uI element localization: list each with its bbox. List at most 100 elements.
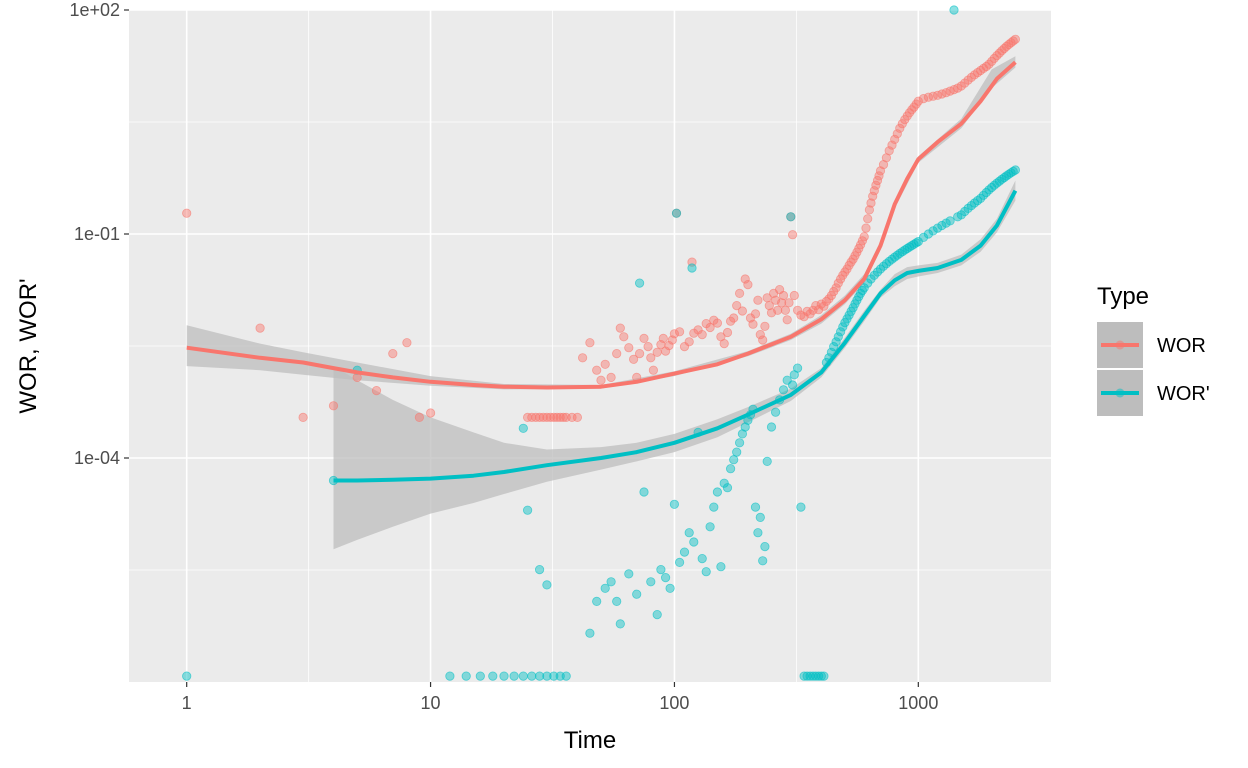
point-wor-prime: [969, 198, 980, 208]
point-wor-prime: [488, 671, 498, 681]
point-wor-prime: [766, 422, 777, 432]
point-wor-prime: [679, 547, 690, 557]
point-wor-prime: [624, 569, 634, 579]
legend-key-wor-prime-point: [1115, 388, 1125, 398]
point-wor-prime: [534, 564, 545, 575]
point-wor: [639, 333, 649, 343]
point-wor-prime: [831, 337, 841, 347]
point-wor: [813, 305, 824, 315]
point-wor: [861, 223, 871, 233]
point-wor: [753, 295, 763, 305]
point-wor-prime: [652, 609, 662, 620]
point-wor: [425, 408, 436, 418]
point-wor: [577, 353, 588, 363]
point-wor-prime: [665, 583, 675, 593]
point-wor: [831, 283, 841, 293]
point-wor: [722, 327, 733, 338]
point-wor-prime: [669, 499, 680, 509]
point-wor-prime: [729, 455, 739, 465]
point-wor-prime: [978, 190, 989, 200]
point-wor-prime: [709, 502, 719, 512]
point-wor-prime: [518, 423, 528, 433]
point-wor-prime: [674, 557, 685, 568]
x-tick-label: 1: [182, 693, 192, 713]
point-wor-prime: [585, 628, 595, 638]
point-wor: [646, 353, 656, 363]
point-wor: [712, 318, 723, 328]
point-wor-prime: [182, 671, 192, 681]
point-wor: [740, 274, 750, 284]
point-wor-prime: [542, 671, 552, 681]
point-wor-prime: [701, 567, 711, 577]
point-wor: [1010, 34, 1021, 44]
point-wor: [784, 298, 794, 308]
point-wor-prime: [758, 556, 768, 566]
point-wor: [778, 290, 789, 301]
point-wor-prime: [646, 577, 656, 587]
point-wor: [572, 412, 583, 422]
point-wor: [182, 208, 192, 218]
point-wor: [371, 385, 382, 396]
smooth-ribbons: [186, 56, 1016, 550]
point-wor-prime: [750, 502, 761, 512]
point-wor: [600, 359, 610, 369]
x-axis-title: Time: [564, 727, 616, 754]
ribbon-wor-prime: [333, 180, 1016, 550]
point-wor: [743, 279, 753, 290]
point-wor: [328, 401, 339, 411]
point-wor: [538, 412, 548, 422]
point-wor: [697, 329, 707, 340]
legend-label-wor: WOR: [1157, 335, 1206, 357]
point-wor: [792, 305, 803, 315]
grid-lines: [129, 9, 1051, 682]
point-wor-prime: [796, 502, 806, 512]
point-wor: [750, 309, 761, 319]
point-wor-prime: [549, 671, 559, 681]
point-wor: [549, 412, 559, 422]
y-axis-title: WOR, WOR': [15, 278, 42, 413]
point-wor: [679, 341, 690, 352]
point-wor: [913, 96, 923, 106]
point-wor-prime: [813, 671, 824, 681]
point-wor-prime: [1010, 165, 1021, 175]
legend: Type WOR WOR': [1097, 283, 1210, 416]
x-tick-label: 1000: [898, 693, 938, 713]
point-wor: [255, 323, 265, 333]
point-wor: [705, 322, 715, 333]
point-wor-prime: [734, 438, 745, 448]
point-wor: [758, 335, 768, 345]
point-wor-prime: [687, 263, 697, 273]
point-wor: [643, 341, 653, 352]
point-wor-prime: [615, 619, 625, 629]
point-wor: [567, 412, 577, 422]
point-wor-prime: [918, 232, 929, 242]
point-wor-prime: [656, 564, 666, 575]
point-wor: [866, 198, 876, 208]
point-wor-prime: [762, 456, 772, 466]
legend-key-wor: [1097, 322, 1143, 368]
point-wor-prime: [561, 671, 571, 681]
point-wor: [606, 372, 616, 382]
point-wor: [895, 123, 905, 133]
point-wor: [776, 298, 787, 308]
point-wor: [821, 296, 832, 306]
point-wor-prime: [787, 380, 798, 390]
point-wor-prime: [928, 226, 938, 236]
point-wor: [615, 323, 625, 333]
point-wor-prime: [859, 283, 869, 293]
point-wor: [884, 146, 894, 156]
point-wor-prime: [829, 341, 839, 352]
point-wor: [552, 412, 562, 422]
point-wor-prime: [835, 327, 846, 337]
point-wor-prime: [475, 671, 485, 681]
point-wor: [596, 375, 606, 385]
smooth-line-wor-prime: [333, 189, 1018, 483]
point-wor: [664, 340, 674, 351]
point-wor: [729, 313, 739, 323]
point-wor-prime: [866, 274, 876, 284]
point-wor: [652, 347, 662, 357]
point-wor-prime: [671, 208, 682, 218]
point-wor: [402, 338, 412, 348]
scatter-points: [182, 5, 1021, 681]
